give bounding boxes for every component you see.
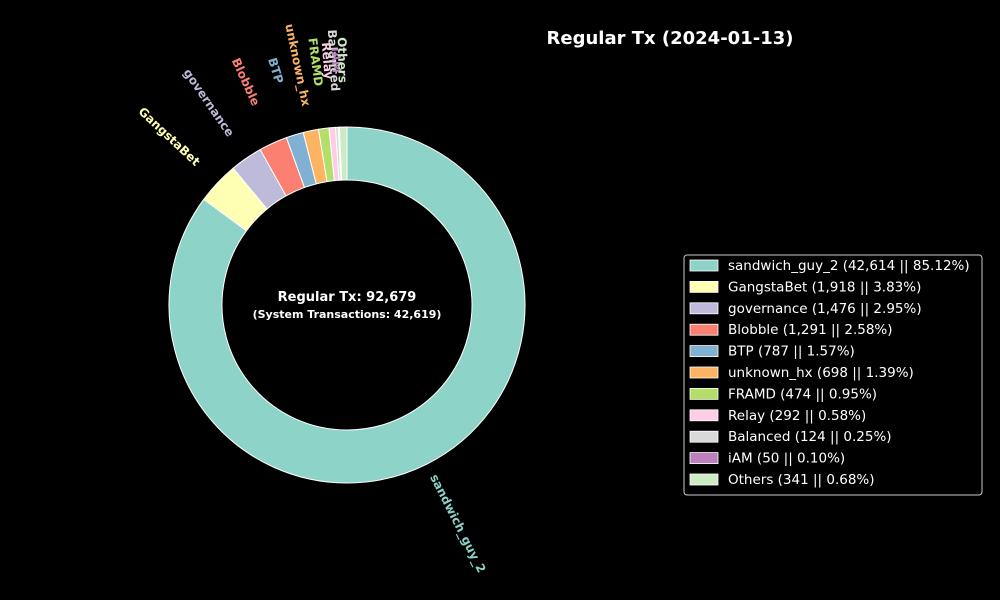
slice-label-relay: Relay (319, 42, 336, 80)
legend-swatch (689, 473, 719, 486)
legend-swatch (689, 452, 719, 465)
center-total-label: Regular Tx: 92,679 (278, 290, 417, 305)
legend-swatch (689, 323, 719, 336)
legend-entry: Blobble (1,291 || 2.58%) (728, 322, 893, 338)
slice-label-framd: FRAMD (305, 37, 325, 87)
legend-swatch (689, 366, 719, 379)
center-system-label: (System Transactions: 42,619) (253, 308, 442, 321)
legend-box (683, 254, 983, 496)
legend-swatch (689, 345, 719, 358)
legend-entry: sandwich_guy_2 (42,614 || 85.12%) (728, 258, 970, 274)
legend-entry: Balanced (124 || 0.25%) (728, 429, 892, 445)
legend-entry: Others (341 || 0.68%) (728, 472, 875, 488)
slice-sandwich-guy-2 (168, 126, 526, 484)
legend-swatch (689, 280, 719, 293)
pie-slices (168, 126, 526, 484)
legend-swatch (689, 259, 719, 272)
legend-entry: governance (1,476 || 2.95%) (728, 301, 922, 317)
legend-entry: Relay (292 || 0.58%) (728, 408, 866, 424)
slice-label-others: Others (335, 37, 350, 83)
chart-title: Regular Tx (2024-01-13) (547, 28, 794, 49)
legend-swatch (689, 430, 719, 443)
legend-entry: GangstaBet (1,918 || 3.83%) (728, 279, 921, 295)
slice-label-iam: iAM (329, 47, 344, 73)
legend-swatch (689, 302, 719, 315)
legend-swatch (689, 409, 719, 422)
legend-entry: iAM (50 || 0.10%) (728, 451, 845, 467)
slice-others (338, 126, 348, 181)
legend-entry: FRAMD (474 || 0.95%) (728, 386, 877, 402)
legend-entry: unknown_hx (698 || 1.39%) (728, 365, 914, 381)
legend-swatch (689, 387, 719, 400)
legend: sandwich_guy_2 (42,614 || 85.12%) Gangsta… (683, 254, 983, 496)
slice-label-balanced: Balanced (325, 29, 342, 92)
legend-entry: BTP (787 || 1.57%) (728, 344, 855, 360)
